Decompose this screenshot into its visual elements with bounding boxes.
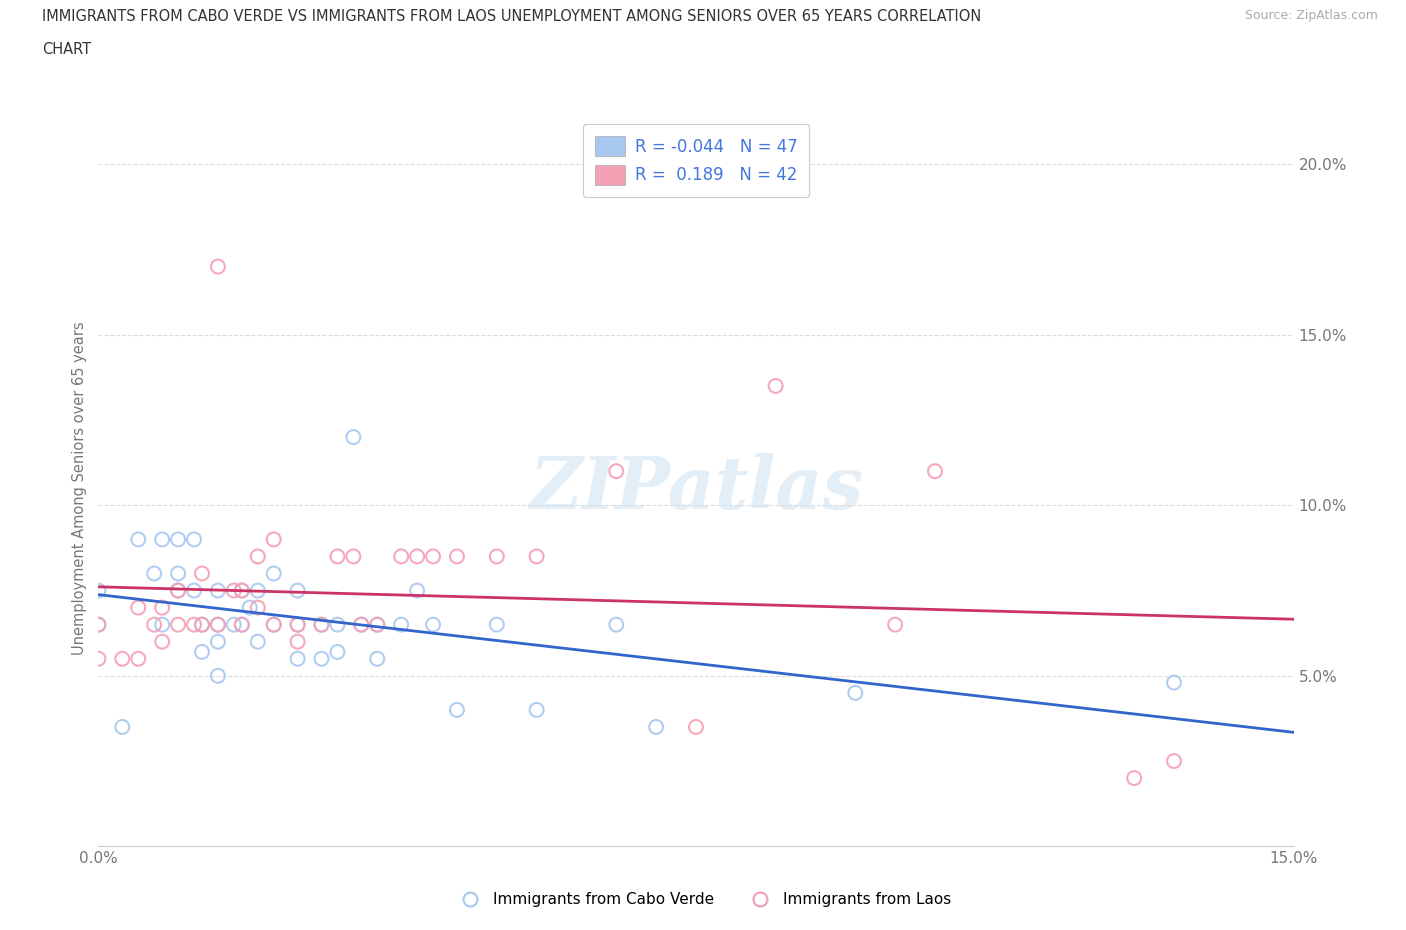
Point: [287, 651, 309, 666]
Point: [342, 430, 364, 445]
Point: [526, 549, 548, 564]
Point: [526, 702, 548, 717]
Point: [844, 685, 866, 700]
Point: [287, 618, 309, 632]
Legend: R = -0.044   N = 47, R =  0.189   N = 42: R = -0.044 N = 47, R = 0.189 N = 42: [583, 125, 808, 196]
Point: [350, 618, 373, 632]
Point: [326, 644, 349, 659]
Point: [246, 583, 269, 598]
Point: [1123, 771, 1146, 786]
Point: [485, 549, 508, 564]
Point: [207, 618, 229, 632]
Point: [263, 618, 285, 632]
Point: [150, 600, 173, 615]
Point: [207, 634, 229, 649]
Point: [87, 583, 110, 598]
Point: [406, 583, 429, 598]
Point: [263, 532, 285, 547]
Point: [485, 618, 508, 632]
Point: [87, 618, 110, 632]
Point: [1163, 753, 1185, 768]
Point: [111, 651, 134, 666]
Text: Source: ZipAtlas.com: Source: ZipAtlas.com: [1244, 9, 1378, 22]
Point: [143, 618, 166, 632]
Point: [191, 618, 214, 632]
Point: [263, 566, 285, 581]
Text: IMMIGRANTS FROM CABO VERDE VS IMMIGRANTS FROM LAOS UNEMPLOYMENT AMONG SENIORS OV: IMMIGRANTS FROM CABO VERDE VS IMMIGRANTS…: [42, 9, 981, 24]
Point: [287, 634, 309, 649]
Point: [127, 600, 149, 615]
Point: [685, 720, 707, 735]
Point: [207, 669, 229, 684]
Point: [127, 532, 149, 547]
Point: [287, 583, 309, 598]
Point: [231, 583, 253, 598]
Point: [183, 583, 205, 598]
Point: [366, 618, 388, 632]
Point: [222, 618, 245, 632]
Point: [150, 532, 173, 547]
Point: [389, 549, 412, 564]
Point: [1163, 675, 1185, 690]
Point: [422, 549, 444, 564]
Point: [191, 618, 214, 632]
Point: [87, 651, 110, 666]
Point: [87, 618, 110, 632]
Point: [311, 618, 333, 632]
Point: [150, 634, 173, 649]
Point: [167, 566, 190, 581]
Point: [326, 549, 349, 564]
Point: [231, 618, 253, 632]
Point: [167, 583, 190, 598]
Point: [191, 566, 214, 581]
Point: [239, 600, 262, 615]
Point: [326, 618, 349, 632]
Y-axis label: Unemployment Among Seniors over 65 years: Unemployment Among Seniors over 65 years: [72, 322, 87, 655]
Point: [389, 618, 412, 632]
Point: [246, 600, 269, 615]
Text: ZIPatlas: ZIPatlas: [529, 453, 863, 524]
Point: [111, 720, 134, 735]
Point: [311, 618, 333, 632]
Point: [605, 618, 627, 632]
Point: [207, 259, 229, 274]
Point: [246, 549, 269, 564]
Legend: Immigrants from Cabo Verde, Immigrants from Laos: Immigrants from Cabo Verde, Immigrants f…: [449, 886, 957, 913]
Point: [263, 618, 285, 632]
Point: [311, 651, 333, 666]
Point: [167, 532, 190, 547]
Point: [127, 651, 149, 666]
Point: [350, 618, 373, 632]
Point: [446, 702, 468, 717]
Point: [231, 618, 253, 632]
Point: [167, 618, 190, 632]
Point: [366, 618, 388, 632]
Point: [183, 618, 205, 632]
Point: [342, 549, 364, 564]
Point: [191, 644, 214, 659]
Point: [222, 583, 245, 598]
Point: [422, 618, 444, 632]
Point: [605, 464, 627, 479]
Point: [150, 618, 173, 632]
Point: [143, 566, 166, 581]
Point: [645, 720, 668, 735]
Point: [765, 379, 787, 393]
Point: [207, 583, 229, 598]
Point: [246, 634, 269, 649]
Text: CHART: CHART: [42, 42, 91, 57]
Point: [406, 549, 429, 564]
Point: [207, 618, 229, 632]
Point: [167, 583, 190, 598]
Point: [366, 651, 388, 666]
Point: [231, 583, 253, 598]
Point: [884, 618, 907, 632]
Point: [183, 532, 205, 547]
Point: [924, 464, 946, 479]
Point: [446, 549, 468, 564]
Point: [287, 618, 309, 632]
